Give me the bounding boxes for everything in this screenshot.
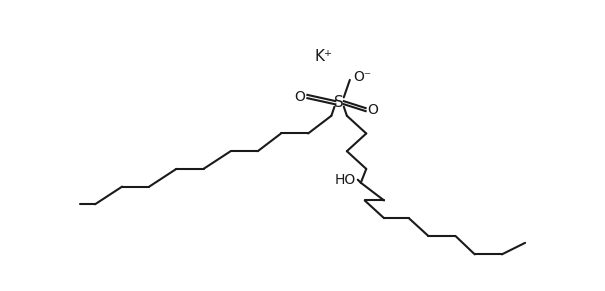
Text: O⁻: O⁻ xyxy=(353,70,371,84)
Text: HO: HO xyxy=(334,173,355,187)
Text: S: S xyxy=(334,95,344,110)
Text: O: O xyxy=(294,90,305,104)
Text: K⁺: K⁺ xyxy=(315,49,333,64)
Text: O: O xyxy=(367,103,378,117)
